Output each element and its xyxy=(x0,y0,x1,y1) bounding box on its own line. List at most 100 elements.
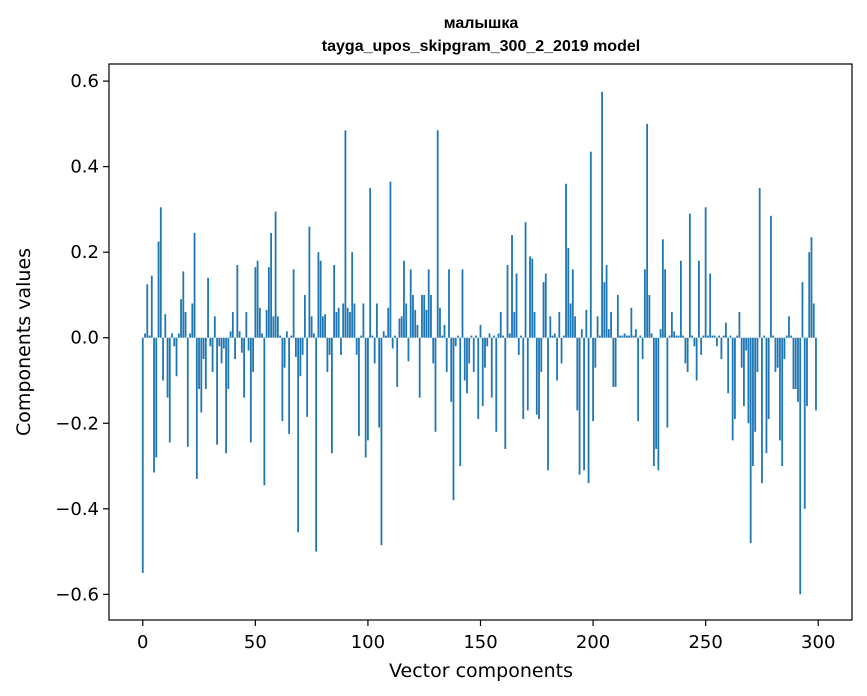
bar xyxy=(328,337,331,355)
bar xyxy=(502,335,504,338)
bar xyxy=(709,273,712,338)
bar xyxy=(598,335,601,338)
x-tick-label: 150 xyxy=(463,632,497,653)
bar xyxy=(643,269,646,338)
bar xyxy=(373,337,376,364)
y-tick-label: 0.0 xyxy=(70,328,99,349)
bar xyxy=(655,337,658,449)
bar xyxy=(637,337,640,422)
bar xyxy=(580,329,583,338)
bar xyxy=(556,337,558,381)
bar xyxy=(331,337,333,454)
bar xyxy=(790,335,793,338)
bar xyxy=(745,337,748,351)
bar xyxy=(340,337,342,355)
bar xyxy=(520,335,522,338)
bar xyxy=(794,337,797,390)
bar xyxy=(684,337,687,364)
bar xyxy=(641,337,644,360)
bar xyxy=(727,337,730,394)
bar xyxy=(335,312,338,338)
bar xyxy=(558,312,561,338)
bar xyxy=(202,337,205,360)
bar xyxy=(292,269,295,338)
bar xyxy=(657,337,660,471)
bar xyxy=(256,260,259,338)
x-tick-label: 100 xyxy=(351,632,385,653)
bar xyxy=(193,232,196,338)
bar xyxy=(159,207,162,338)
bar xyxy=(619,335,621,338)
bar xyxy=(191,303,194,338)
bar xyxy=(589,151,592,338)
bar xyxy=(231,312,234,338)
bar xyxy=(364,337,367,458)
bar xyxy=(213,316,216,338)
bar xyxy=(396,337,399,387)
bar xyxy=(594,337,597,368)
bar xyxy=(209,337,212,347)
bar xyxy=(808,252,811,338)
bar xyxy=(779,337,781,441)
bar xyxy=(562,335,565,338)
bar xyxy=(459,337,462,467)
bar xyxy=(382,331,385,338)
bar xyxy=(249,337,252,443)
bar xyxy=(387,307,390,338)
bar xyxy=(522,337,525,419)
bar xyxy=(670,312,673,338)
bar xyxy=(761,337,763,484)
x-tick-label: 300 xyxy=(801,632,835,653)
bar xyxy=(691,335,694,338)
bar xyxy=(675,335,678,338)
bar xyxy=(797,337,799,402)
bar xyxy=(308,226,311,338)
bar xyxy=(468,337,471,364)
bar xyxy=(574,316,576,338)
bar xyxy=(578,337,581,475)
bar xyxy=(461,269,464,338)
bar xyxy=(486,337,489,347)
bar xyxy=(321,316,324,338)
bar xyxy=(276,316,279,338)
bar xyxy=(180,299,182,338)
chart-subtitle: tayga_upos_skipgram_300_2_2019 model xyxy=(322,38,640,55)
bar xyxy=(245,312,248,338)
bar xyxy=(533,312,536,338)
plot-frame xyxy=(108,63,853,621)
bar xyxy=(299,337,302,377)
bar xyxy=(628,335,630,338)
bar xyxy=(222,337,225,349)
bar xyxy=(290,335,293,338)
bar xyxy=(756,337,759,372)
bar xyxy=(765,337,768,454)
bar xyxy=(571,269,574,338)
bar xyxy=(448,269,450,338)
bar xyxy=(716,337,718,347)
bar xyxy=(234,337,236,360)
bar xyxy=(632,335,635,338)
bar xyxy=(587,337,590,484)
bar xyxy=(767,337,770,419)
bar xyxy=(783,337,786,360)
bar xyxy=(718,335,721,338)
bar xyxy=(549,316,552,338)
bar xyxy=(495,337,498,432)
bar xyxy=(144,333,146,338)
bar xyxy=(430,294,432,338)
x-tick-label: 200 xyxy=(576,632,610,653)
bar xyxy=(493,335,495,338)
bar xyxy=(776,337,779,368)
bar xyxy=(592,337,594,422)
bar xyxy=(297,337,300,533)
bar xyxy=(538,337,540,419)
bar xyxy=(515,273,518,338)
bar xyxy=(508,333,511,338)
bar xyxy=(743,337,745,407)
bar xyxy=(274,211,277,338)
bar xyxy=(177,333,180,338)
bar xyxy=(470,335,473,338)
bar xyxy=(472,337,475,372)
